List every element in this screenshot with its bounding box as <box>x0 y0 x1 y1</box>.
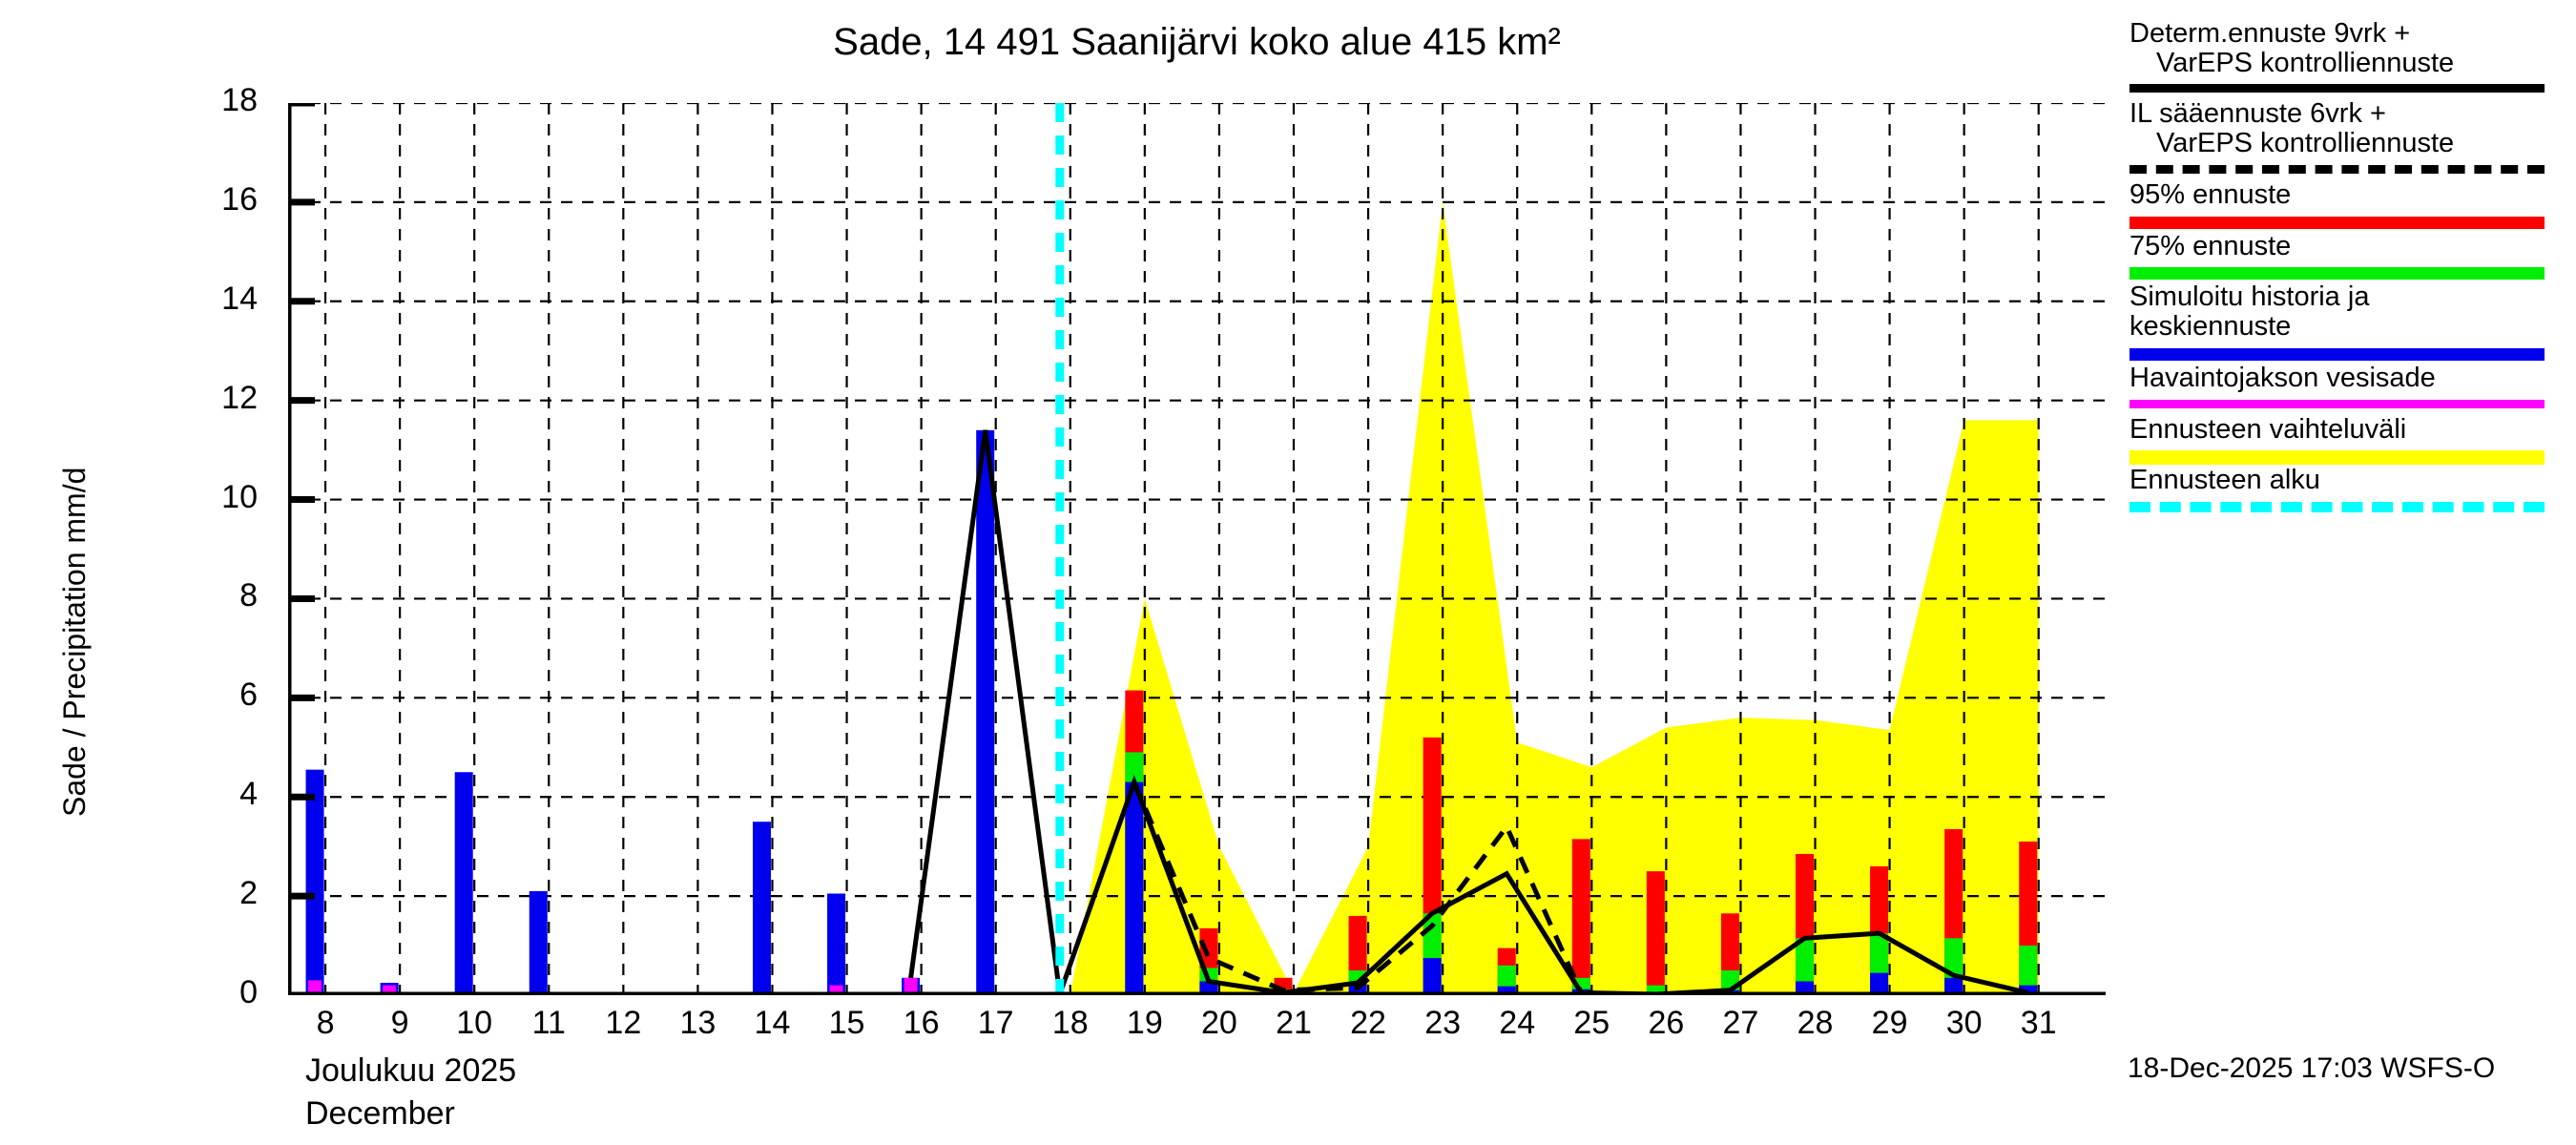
bar-p75 <box>1796 938 1815 995</box>
x-tick-label: 26 <box>1648 1005 1685 1041</box>
x-tick-label: 10 <box>456 1005 493 1041</box>
chart-canvas <box>288 103 2106 995</box>
bar-p95 <box>1571 839 1590 995</box>
x-tick-label: 21 <box>1276 1005 1312 1041</box>
bar-median <box>976 429 995 995</box>
bar-median <box>827 893 846 995</box>
bar-median <box>1125 781 1144 995</box>
legend-item-label: Ennusteen alku <box>2129 465 2320 496</box>
x-tick-label: 13 <box>679 1005 717 1041</box>
legend: Determ.ennuste 9vrk + VarEPS kontrollienn… <box>2129 19 2576 517</box>
legend-item-label: 75% ennuste <box>2129 230 2292 261</box>
y-tick-label: 0 <box>239 974 258 1010</box>
legend-item-label: VarEPS kontrolliennuste <box>2156 128 2455 159</box>
legend-swatch-dashed-cyan <box>2129 502 2545 513</box>
legend-item[interactable]: Determ.ennuste 9vrk + VarEPS kontrollienn… <box>2129 18 2576 94</box>
plot-area <box>288 103 2106 995</box>
x-tick-label: 30 <box>1945 1005 1983 1041</box>
bar-median <box>1944 977 1963 995</box>
x-tick-label: 15 <box>828 1005 865 1041</box>
bar-observed <box>308 980 322 995</box>
y-tick-label: 12 <box>221 379 258 416</box>
bar-median <box>1796 981 1815 995</box>
x-tick-label: 18 <box>1051 1005 1089 1041</box>
legend-item-label: 95% ennuste <box>2129 178 2292 210</box>
y-tick-label: 6 <box>239 677 258 714</box>
bar-median <box>1497 986 1516 995</box>
legend-item-label: keskiennuste <box>2129 311 2292 343</box>
legend-swatch-magenta <box>2129 399 2545 408</box>
x-tick-label: 9 <box>390 1005 409 1041</box>
legend-item-label: VarEPS kontrolliennuste <box>2156 47 2455 78</box>
x-tick-label: 20 <box>1201 1005 1237 1041</box>
forecast-range-band <box>1070 201 2039 995</box>
bar-observed <box>829 985 843 995</box>
y-tick-label: 10 <box>221 478 258 515</box>
x-axis-month-label-fi: Joulukuu 2025 <box>305 1052 517 1089</box>
x-tick-label: 27 <box>1722 1005 1759 1041</box>
x-tick-label: 25 <box>1573 1005 1610 1041</box>
deterministic-forecast-line <box>908 429 2029 995</box>
legend-swatch-green <box>2129 267 2545 281</box>
legend-item-label: Simuloitu historia ja <box>2129 281 2370 313</box>
legend-item[interactable]: Simuloitu historia ja keskiennuste <box>2129 281 2576 361</box>
x-tick-label: 8 <box>316 1005 335 1041</box>
x-tick-label: 17 <box>977 1005 1014 1041</box>
y-tick-label: 16 <box>221 180 258 218</box>
x-tick-label: 11 <box>531 1005 566 1041</box>
x-tick-label: 16 <box>903 1005 940 1041</box>
y-tick-label: 14 <box>221 280 258 317</box>
y-axis-label: Sade / Precipitation mm/d <box>57 467 92 817</box>
legend-item[interactable]: Ennusteen vaihteluväli <box>2129 413 2576 466</box>
x-tick-label: 19 <box>1126 1005 1163 1041</box>
legend-swatch-solid-black <box>2129 84 2545 94</box>
legend-item-label: Havaintojakson vesisade <box>2129 362 2436 393</box>
timestamp-label: 18-Dec-2025 17:03 WSFS-O <box>2128 1052 2496 1084</box>
bar-median <box>2019 985 2038 995</box>
bar-median <box>1870 972 1889 995</box>
x-tick-label: 24 <box>1499 1005 1536 1041</box>
x-tick-label: 29 <box>1871 1005 1908 1041</box>
bar-p75 <box>2019 946 2038 995</box>
legend-item[interactable]: 95% ennuste <box>2129 178 2576 229</box>
bar-median <box>454 772 473 995</box>
il-forecast-line <box>1132 781 1584 994</box>
legend-item-label: IL sääennuste 6vrk + <box>2129 98 2386 130</box>
bar-median <box>752 822 771 995</box>
bar-observed <box>904 977 918 995</box>
bar-median <box>305 769 324 995</box>
x-tick-label: 12 <box>605 1005 642 1041</box>
y-tick-label: 2 <box>239 875 258 912</box>
legend-swatch-red <box>2129 216 2545 229</box>
bar-median <box>529 890 548 995</box>
chart-title: Sade, 14 491 Saanijärvi koko alue 415 km… <box>833 21 1561 63</box>
y-tick-label: 18 <box>221 82 258 118</box>
legend-item[interactable]: 75% ennuste <box>2129 230 2576 281</box>
legend-item-label: Ennusteen vaihteluväli <box>2129 413 2407 445</box>
legend-item[interactable]: Ennusteen alku <box>2129 465 2576 513</box>
bar-p75 <box>1646 985 1665 995</box>
x-axis-month-label-en: December <box>305 1095 455 1132</box>
y-tick-label: 4 <box>239 776 258 813</box>
bar-p95 <box>1646 871 1665 995</box>
x-tick-label: 22 <box>1350 1005 1386 1041</box>
x-tick-label: 14 <box>754 1005 791 1041</box>
legend-item[interactable]: Havaintojakson vesisade <box>2129 362 2576 408</box>
legend-swatch-yellow <box>2129 450 2545 466</box>
legend-swatch-blue <box>2129 347 2545 361</box>
y-tick-label: 8 <box>239 577 258 614</box>
legend-item[interactable]: IL sääennuste 6vrk + VarEPS kontrolliennu… <box>2129 98 2576 174</box>
bar-median <box>1199 981 1218 995</box>
x-tick-label: 23 <box>1424 1005 1462 1041</box>
bar-observed <box>383 985 397 995</box>
bar-median <box>1423 958 1442 995</box>
x-tick-label: 31 <box>2020 1005 2057 1041</box>
x-tick-label: 28 <box>1797 1005 1834 1041</box>
legend-swatch-dashed-black <box>2129 164 2545 174</box>
legend-item-label: Determ.ennuste 9vrk + <box>2129 18 2411 49</box>
